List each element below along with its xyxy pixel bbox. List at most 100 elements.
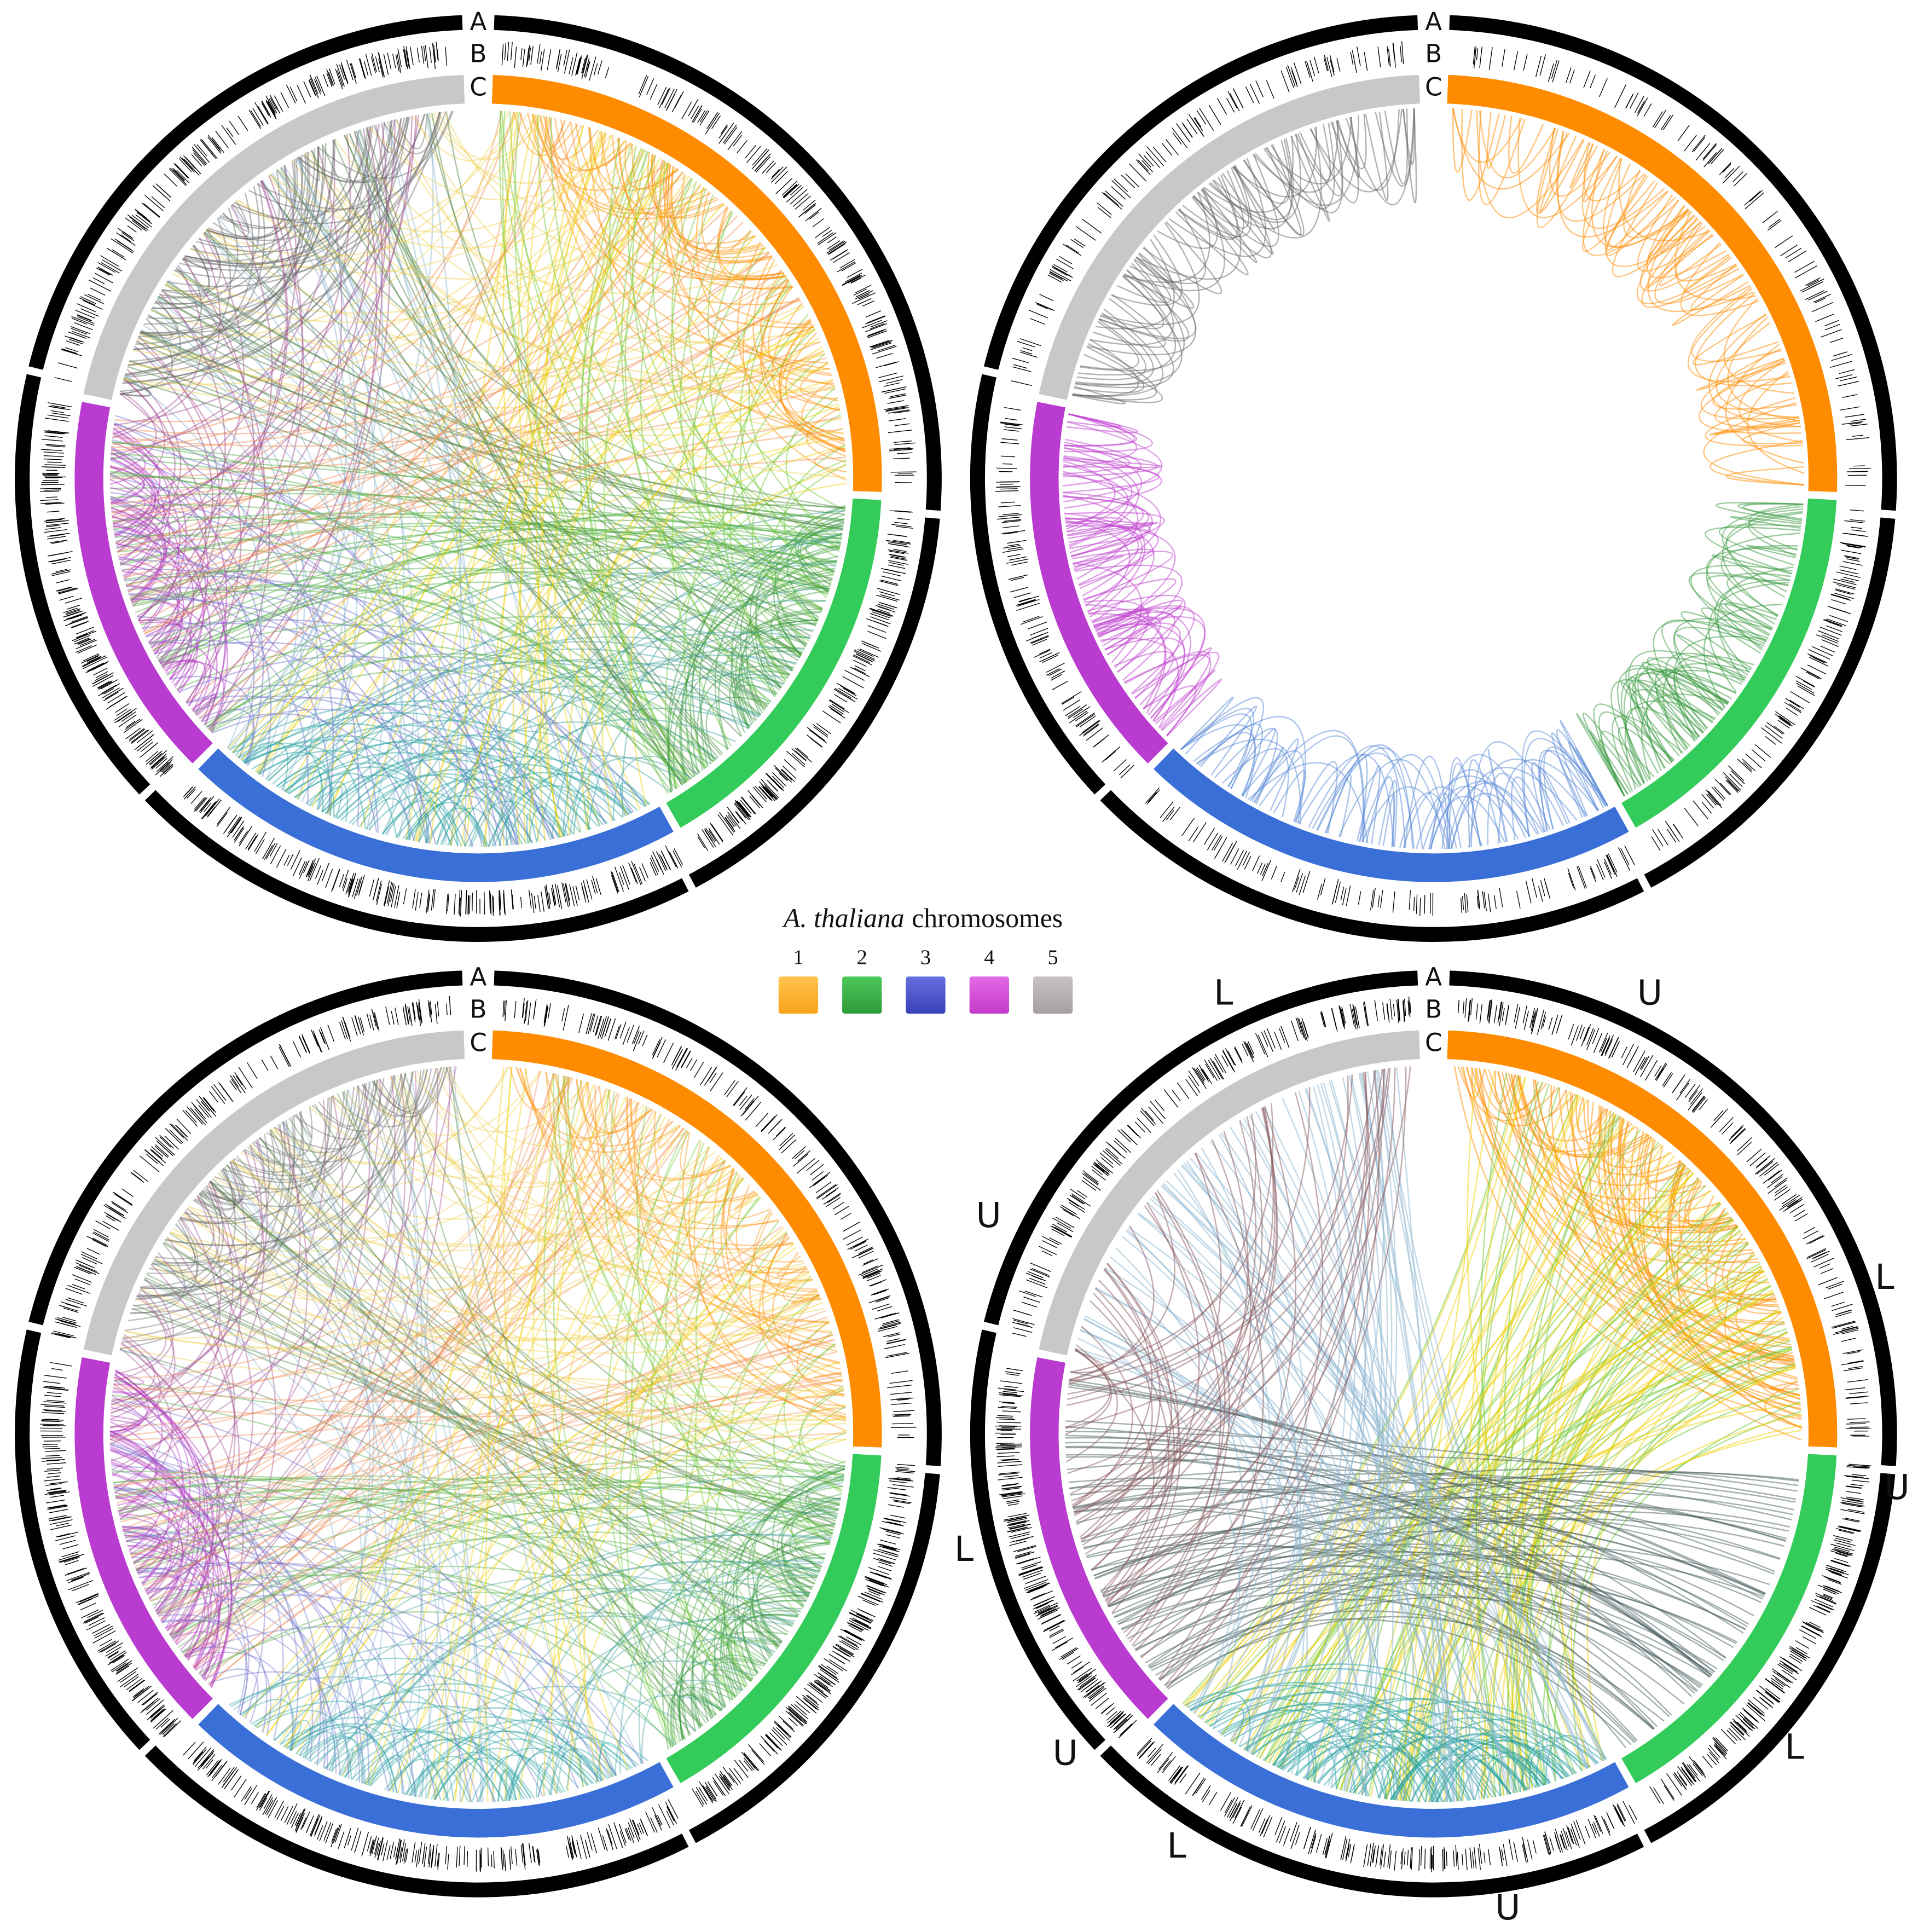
ring-b-tick [1816, 634, 1838, 644]
ring-b-tick [781, 181, 798, 195]
ring-b-tick [1566, 1825, 1573, 1843]
link [125, 584, 192, 681]
ring-b-tick [1062, 244, 1081, 256]
link [651, 154, 772, 262]
ring-b-tick [695, 1791, 705, 1805]
ring-b-tick [1603, 1819, 1610, 1833]
ring-b-tick [842, 275, 860, 285]
link [193, 695, 474, 847]
ring-b-tick [528, 1003, 531, 1026]
ring-b-tick [1393, 43, 1396, 68]
ring-b-tick [1455, 1845, 1457, 1867]
ring-b-tick [622, 1026, 630, 1045]
link [1727, 316, 1800, 421]
ring-b-tick [1032, 639, 1047, 646]
link [112, 341, 821, 447]
ring-b-tick [681, 101, 692, 120]
ring-b-tick [889, 1480, 908, 1484]
ring-b-tick [996, 1443, 1015, 1444]
ring-b-tick [160, 762, 169, 771]
ring-b-tick [159, 1136, 171, 1148]
ring-b-tick [749, 796, 760, 808]
ring-b-tick [896, 526, 913, 529]
ring-b-tick [1641, 1056, 1650, 1070]
ring-b-tick [1059, 1648, 1078, 1660]
ring-b-tick [1203, 828, 1215, 845]
ring-b-tick [67, 1297, 84, 1304]
ring-b-tick [842, 274, 862, 286]
ring-b-tick [681, 1051, 691, 1068]
ring-b-tick [412, 1002, 416, 1019]
ring-b-tick [1004, 519, 1021, 522]
ring-b-tick [1006, 1368, 1023, 1372]
ring-b-tick [501, 1847, 503, 1865]
link [140, 112, 518, 338]
ring-b-tick [706, 1785, 717, 1802]
ring-b-tick [841, 262, 856, 271]
ring-b-tick [369, 1014, 374, 1031]
link [366, 663, 782, 830]
ring-b-tick [1047, 274, 1062, 283]
link [1063, 413, 1138, 468]
ring-b-tick [761, 779, 779, 799]
link [1063, 421, 1163, 503]
link [431, 113, 782, 689]
link [196, 118, 403, 253]
ring-b-tick [1090, 1692, 1108, 1707]
ring-b-tick [544, 886, 549, 909]
ring-b-tick [82, 1257, 98, 1265]
ring-b-tick [1501, 1849, 1504, 1860]
link [204, 232, 722, 756]
ring-b-tick [1079, 720, 1101, 736]
link [768, 285, 839, 402]
ring-b-tick [112, 1202, 129, 1213]
ring-b-tick [423, 46, 426, 61]
ring-b-tick [194, 1108, 207, 1124]
link [1637, 194, 1714, 272]
ring-b-tick [699, 1781, 714, 1804]
link [1461, 108, 1500, 201]
ring-b-tick [1820, 626, 1842, 636]
ring-b-tick [248, 835, 257, 849]
ring-b-tick [1237, 851, 1247, 870]
ring-b-tick [72, 622, 87, 628]
ring-b-tick [1069, 710, 1087, 724]
ring-b-tick [244, 1785, 257, 1805]
ring-b-tick [802, 1694, 819, 1708]
ring-b-tick [87, 662, 105, 672]
link [381, 778, 566, 837]
link [109, 1435, 195, 1623]
ring-b-tick [888, 1333, 901, 1338]
ring-b-tick [1846, 1427, 1871, 1429]
ring-b-tick [1138, 153, 1151, 167]
ring-b-tick [650, 84, 658, 100]
ring-b-tick [886, 1338, 900, 1342]
ring-b-tick [156, 756, 173, 772]
ring-b-tick [77, 316, 95, 324]
ring-b-tick [77, 644, 97, 654]
ring-b-tick [1714, 786, 1726, 800]
ring-b-tick [445, 894, 448, 914]
ring-b-tick [725, 817, 734, 829]
link [222, 212, 816, 626]
ring-b-tick [149, 1704, 165, 1717]
link [1748, 504, 1804, 551]
ring-b-tick [697, 833, 709, 851]
link [171, 167, 677, 314]
ring-b-tick [1851, 529, 1866, 532]
ring-b-tick [867, 328, 887, 336]
ring-b-tick [833, 1647, 849, 1657]
ring-b-tick [1273, 1031, 1282, 1050]
ring-b-tick [1730, 1722, 1745, 1736]
link [130, 598, 497, 847]
ring-b-tick [61, 1323, 77, 1328]
link [133, 1304, 753, 1681]
link [1168, 158, 1267, 257]
ring-b-tick [873, 1289, 887, 1295]
link [157, 296, 793, 671]
circos-panel: ABC [970, 7, 1897, 942]
ring-b-tick [200, 1752, 214, 1768]
ring-b-tick [1066, 245, 1079, 253]
ring-b-tick [1012, 1332, 1027, 1337]
link [513, 112, 579, 157]
